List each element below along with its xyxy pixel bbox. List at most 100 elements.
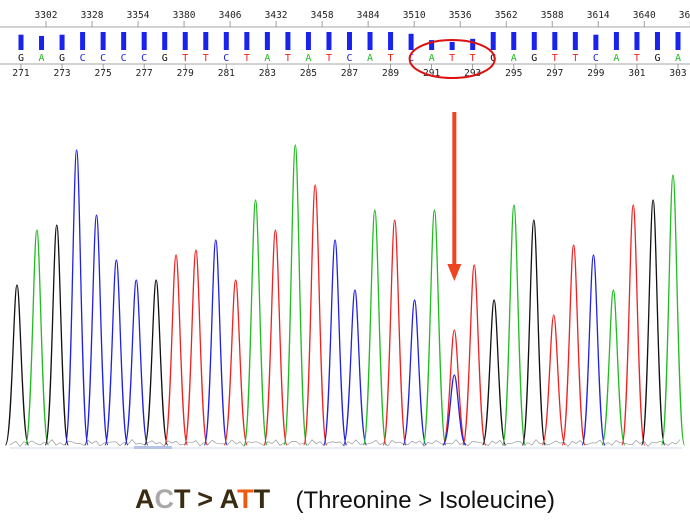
mut-base-2: T [237,484,254,514]
orig-base-1: A [135,484,155,514]
quality-bar [223,32,229,50]
base-call-T: T [449,53,455,64]
peak [223,279,248,446]
peak [64,149,89,446]
base-call-A: A [613,53,619,64]
peak [203,239,228,446]
base-tick-label: 277 [136,68,153,79]
peak [143,279,169,446]
base-call-T: T [470,53,476,64]
base-call-C: C [408,53,414,64]
peak [561,244,586,446]
base-tick-label: 299 [587,68,604,79]
scan-tick-label: 3328 [81,10,104,21]
peak [163,254,189,446]
quality-bar [511,32,517,50]
base-call-G: G [654,53,660,64]
quality-bar [675,32,681,50]
peak [243,199,268,446]
scan-tick-label: 3562 [495,10,518,21]
quality-bar [285,32,291,50]
baseline-noise [9,439,681,448]
peak [640,199,666,446]
scan-axis: 3302 3328 3354 3380 3406 3432 3458 3484 3510 3536… [0,10,690,28]
peak [442,329,467,446]
base-call-G: G [490,53,496,64]
base-tick-label: 285 [300,68,317,79]
scroll-marker[interactable] [134,446,172,449]
quality-bar [634,32,640,50]
peak [481,299,507,446]
quality-bar [203,32,209,50]
scan-tick-label: 3484 [357,10,380,21]
quality-bar [388,32,394,50]
quality-bar [490,32,496,50]
quality-bar [244,32,250,50]
peak [322,239,348,446]
quality-bar [305,32,311,50]
peak [44,224,69,446]
quality-bar [264,32,270,50]
peak [342,289,368,446]
base-tick-label: 271 [12,68,29,79]
base-call-T: T [326,53,332,64]
original-codon: ACT [135,484,191,514]
quality-bar [182,32,188,50]
mut-base-3: T [253,484,271,514]
peak [660,174,686,446]
base-call-A: A [367,53,373,64]
base-call-T: T [285,53,291,64]
base-tick-label: 273 [53,68,70,79]
peak [382,219,407,446]
peak [541,314,566,446]
scan-tick-label: 3302 [35,10,58,21]
quality-bar [449,41,455,50]
base-call-T: T [388,53,394,64]
base-call-G: G [18,53,24,64]
base-call-T: T [203,53,209,64]
scan-tick-label: 3432 [265,10,288,21]
base-tick-label: 289 [382,68,399,79]
quality-bar [326,32,332,50]
base-tick-label: 283 [259,68,276,79]
base-call-A: A [675,53,681,64]
peak [442,374,467,446]
peak [104,259,129,446]
peak [362,209,387,446]
quality-bar [408,33,414,50]
base-tick-label: 293 [464,68,481,79]
base-call-G: G [531,53,537,64]
quality-bar [100,32,106,50]
peak [263,229,288,446]
peak [462,264,487,446]
scan-tick-label: 3666 [679,10,690,21]
base-tick-label: 287 [341,68,358,79]
quality-bar [613,32,619,50]
base-call-C: C [121,53,127,64]
peak [581,254,606,446]
quality-bar [654,32,660,50]
quality-bar [531,32,537,50]
base-tick-label: 291 [423,68,440,79]
quality-bar [162,32,168,50]
base-call-T: T [552,53,558,64]
base-call-A: A [264,53,270,64]
quality-bar [572,32,578,50]
base-call-G: G [59,53,65,64]
base-call-C: C [141,53,147,64]
peak-traces [4,144,686,448]
quality-bar [470,38,476,50]
quality-bar [141,32,147,50]
base-tick-label: 275 [95,68,112,79]
scan-tick-label: 3640 [633,10,656,21]
mutation-arrow [447,112,462,281]
scan-tick-label: 3354 [127,10,150,21]
scan-tick-label: 3614 [587,10,610,21]
quality-bar [367,32,373,50]
scan-tick-label: 3380 [173,10,196,21]
peak [601,289,626,446]
mutant-codon: ATT [220,484,271,514]
peak [422,209,447,446]
